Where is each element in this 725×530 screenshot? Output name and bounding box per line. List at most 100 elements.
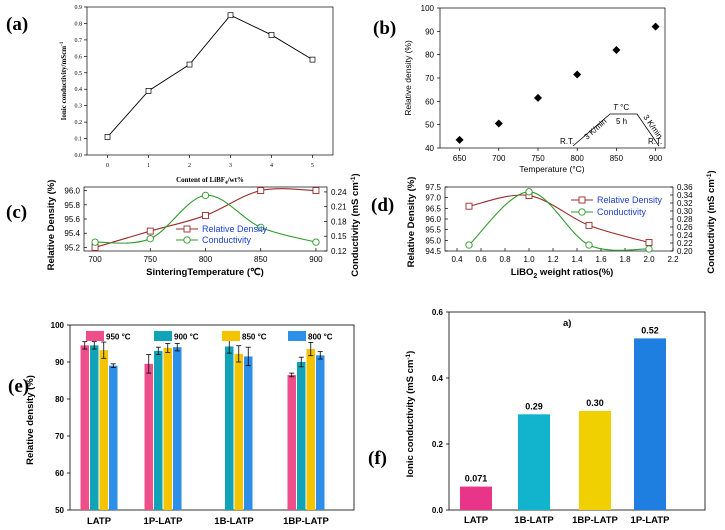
inset-ramp-up: 3 K/min [582,117,608,142]
bar [460,486,492,510]
panel-f: (f) a) 0.0 0.2 0.4 0.6 0.071 LATP 0.29 1B-LATP… [368,308,706,526]
y-tick-label-right: 0.34 [677,191,693,200]
conductivity-point [257,223,265,232]
x-tick-label: 900 [649,154,663,163]
y-tick-label: 0.0 [75,153,83,159]
y-tick-label: 40 [425,144,434,153]
panel-label: (c) [6,202,27,223]
y-tick-label: 50 [425,121,434,130]
legend-label-conductivity: Conductivity [202,235,252,245]
x-tick-label: 1B-LATP [214,516,254,527]
x-tick-label: 800 [199,255,213,264]
y-tick-label: 95.6 [64,215,80,224]
legend-swatch [288,331,306,341]
data-label: 0.29 [525,401,543,411]
x-tick-label: 1B-LATP [514,515,554,526]
data-label: 0.071 [465,474,488,484]
panel-b: (b) 650 700 750 800 850 900 40 50 60 70 80 90 100 R.… [373,4,666,174]
legend-label-conductivity: Conductivity [597,207,647,217]
y-tick-label: 95.0 [425,236,441,245]
legend: Relative Density Conductivity [176,224,268,245]
y-axis-title: Relative density (%) [403,40,413,116]
density-point [146,227,154,235]
y-tick-label: 100 [51,321,65,330]
legend-swatch [222,331,240,341]
y-tick-label: 95.5 [425,226,441,235]
bar [579,411,611,510]
data-point [533,93,542,102]
legend-label: 800 °C [308,333,333,342]
y-tick-label: 96.0 [64,187,80,196]
inset-end: R.T. [648,137,662,146]
y-tick-label-right: 0.20 [677,247,693,256]
y-axis-title-right: Conductivity (mS cm-1) [706,170,717,273]
conductivity-point [146,235,154,243]
legend-swatch [154,331,172,341]
y-tick-label-right: 0.15 [331,232,347,241]
y-tick-label-right: 0.24 [677,231,693,240]
legend: Relative Density Conductivity [571,195,663,217]
panel-label: (e) [8,376,29,397]
x-tick-label: 700 [88,255,102,264]
inset-hold: 5 h [616,117,627,126]
data-point [494,119,503,128]
panel-label: (b) [373,18,396,39]
plot-frame [448,311,706,511]
bar [109,365,118,510]
panel-c: (c) 700 750 800 850 900 95.2 95.4 95.6 95.8 96.0 0… [6,173,361,278]
x-axis-title: Content of LiBF4/wt% [176,176,244,186]
bar [634,338,666,510]
x-tick-label: 0.4 [451,255,463,264]
bar [287,374,296,510]
data-point [573,70,582,79]
x-tick-label: 1.6 [595,255,607,264]
panel-label: (d) [371,195,394,216]
bar [80,345,89,510]
data-point [227,12,234,19]
y-tick-label: 60 [425,97,434,106]
series-line [107,14,313,138]
y-tick-label: 60 [55,469,64,478]
y-tick-label: 0.9 [75,5,83,11]
y-tick-label-right: 0.26 [677,223,693,232]
bar [154,350,163,510]
bar [163,347,172,510]
bar [173,347,182,510]
y-tick-label-right: 0.21 [331,203,347,212]
y-tick-label: 90 [425,27,434,36]
legend-label: 950 °C [106,333,131,342]
x-tick-label: 3 [229,163,232,169]
profile-line [572,113,660,147]
panel-d: (d) 0.4 0.6 0.8 1.0 1.2 1.4 1.6 1.8 2.0 2.2 94.5 95… [371,170,717,280]
bar [234,353,243,510]
data-label: 0.52 [641,325,659,335]
y-tick-label-right: 0.32 [677,199,693,208]
corner-label: a) [563,318,571,329]
y-tick-label: 80 [425,51,434,60]
y-tick-label: 50 [55,506,64,515]
x-tick-label: 650 [453,154,467,163]
y-tick-label: 96.0 [425,215,441,224]
y-tick-label: 96.5 [425,204,441,213]
y-tick-label: 94.5 [425,247,441,256]
conductivity-point [201,191,210,200]
bar [144,363,153,510]
y-tick-label: 0.6 [75,54,83,60]
y-axis-title: Relative Density (%) [406,177,417,268]
density-point [312,187,320,195]
data-point [186,61,193,68]
x-tick-label: 900 [309,255,323,264]
panel-label: (f) [368,448,387,469]
y-tick-label: 95.4 [64,229,80,238]
data-point [455,135,464,144]
density-curve [468,194,650,243]
y-axis-title: Relative Density (%) [46,180,57,271]
x-tick-label: 700 [492,154,506,163]
x-tick-label: 1 [147,163,150,169]
x-tick-label: 1.8 [619,255,631,264]
x-tick-label: 2 [188,163,191,169]
y-axis-title: Ionic conductivity (mS cm-1) [405,351,416,478]
plot-frame [86,6,334,156]
x-tick-label: LATP [464,515,489,526]
